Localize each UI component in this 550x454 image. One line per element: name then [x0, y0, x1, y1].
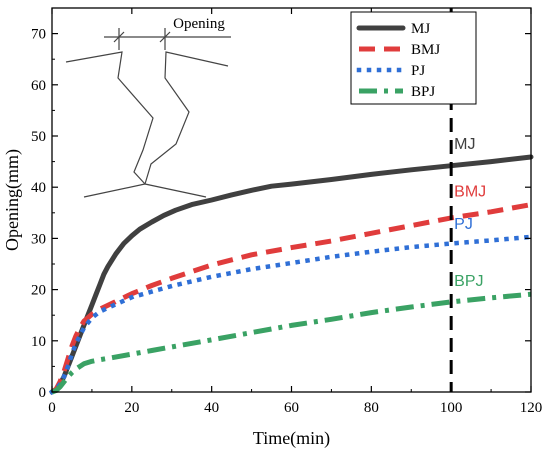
series-line-pj: [48, 234, 534, 396]
crack-right-edge: [144, 51, 229, 198]
legend-label-bpj: BPJ: [411, 84, 435, 100]
opening-slash-left: [113, 31, 125, 43]
inline-labels: MJ BMJ PJ BPJ: [454, 136, 486, 290]
inline-label-bmj: BMJ: [454, 184, 486, 201]
x-tick-label-120: 120: [520, 400, 543, 416]
x-tick-label-60: 60: [284, 400, 299, 416]
opening-slash-right: [159, 31, 171, 43]
series-line-bpj: [51, 291, 532, 395]
y-tick-label-30: 30: [31, 231, 46, 247]
axes: 0 20 40 60 80 100 120 0 10 20 30 40 50 60 70: [31, 7, 543, 416]
series-line-bmj: [50, 202, 532, 395]
legend-label-bmj: BMJ: [411, 42, 440, 58]
legend-label-mj: MJ: [411, 21, 430, 37]
y-tick-label-70: 70: [31, 27, 46, 43]
inline-label-mj: MJ: [454, 136, 475, 153]
crack-opening-sketch: Opening: [65, 16, 231, 198]
inline-label-bpj: BPJ: [454, 273, 483, 290]
opening-label: Opening: [173, 16, 225, 32]
y-tick-label-0: 0: [39, 385, 47, 401]
y-tick-label-10: 10: [31, 334, 46, 350]
x-axis-title: Time(min): [253, 428, 330, 449]
x-tick-label-0: 0: [48, 400, 56, 416]
y-tick-label-50: 50: [31, 129, 46, 145]
x-tick-label-40: 40: [204, 400, 219, 416]
series-line-mj: [49, 154, 534, 395]
crack-left-edge: [65, 51, 154, 198]
x-tick-label-100: 100: [440, 400, 463, 416]
legend: MJ BMJ PJ BPJ: [350, 11, 477, 105]
y-axis-title: Opening(mm): [2, 149, 23, 251]
legend-label-pj: PJ: [411, 63, 425, 79]
y-tick-label-60: 60: [31, 78, 46, 94]
x-tick-label-80: 80: [364, 400, 379, 416]
y-tick-label-40: 40: [31, 180, 46, 196]
y-tick-label-20: 20: [31, 283, 46, 299]
x-tick-label-20: 20: [124, 400, 139, 416]
inline-label-pj: PJ: [454, 216, 473, 233]
series-layer: [48, 154, 534, 396]
